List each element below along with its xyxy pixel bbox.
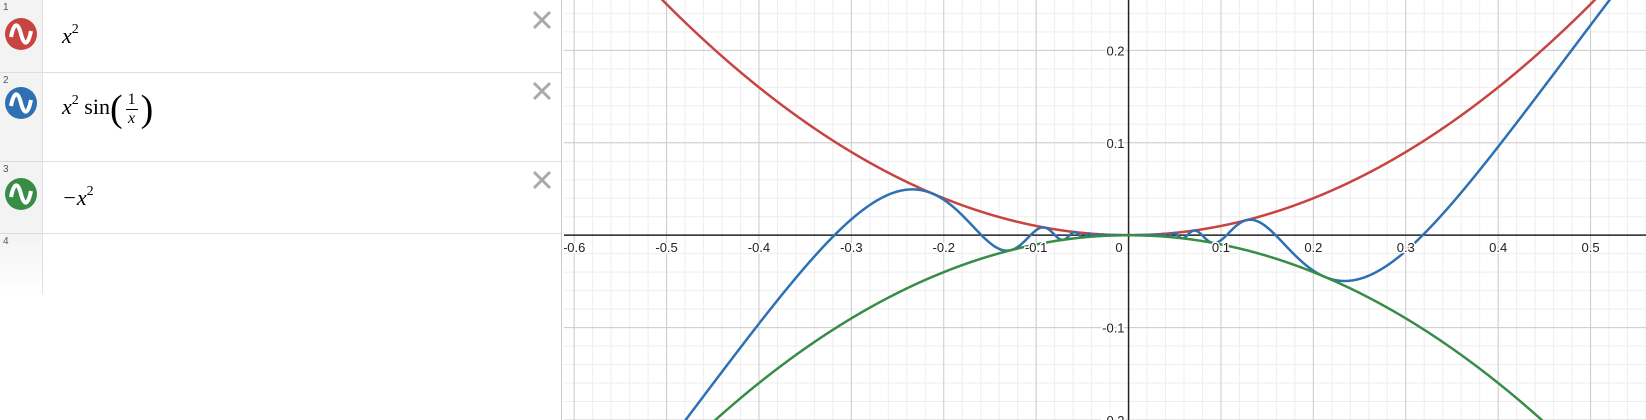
color-icon[interactable] <box>5 87 37 119</box>
gutter: 1 <box>0 0 43 72</box>
x-tick-label: -0.3 <box>840 240 862 255</box>
gutter: 2 <box>0 73 43 161</box>
denominator: x <box>128 109 136 127</box>
base: x <box>62 23 72 48</box>
color-icon[interactable] <box>5 178 37 210</box>
expression[interactable]: −x2 <box>62 184 94 211</box>
x-tick-label: 0.2 <box>1304 240 1322 255</box>
base: −x <box>62 185 87 210</box>
row-number: 1 <box>3 2 9 13</box>
x-tick-label: 0.5 <box>1582 240 1600 255</box>
y-tick-label: -0.2 <box>1102 413 1124 420</box>
x-tick-label: 0.4 <box>1489 240 1507 255</box>
gutter: 3 <box>0 162 43 233</box>
x-tick-label: 0 <box>1115 240 1122 255</box>
x-tick-label: 0.1 <box>1212 240 1230 255</box>
x-tick-label: -0.5 <box>655 240 677 255</box>
delete-button[interactable] <box>532 170 552 190</box>
row-number: 2 <box>3 75 9 86</box>
y-tick-label: 0.2 <box>1106 43 1124 58</box>
expression-list: 1 x2 2 x2 sin(1 x) 3 −x2 4 <box>0 0 562 420</box>
expression-row[interactable]: 1 x2 <box>0 0 561 73</box>
expression[interactable]: x2 sin(1 x) <box>62 87 153 131</box>
function-name: sin <box>84 94 110 120</box>
expression-row[interactable]: 4 <box>0 234 561 294</box>
exponent: 2 <box>71 22 79 37</box>
x-tick-label: -0.4 <box>748 240 770 255</box>
paren: ( <box>109 88 123 130</box>
expression[interactable]: x2 <box>62 22 79 49</box>
delete-button[interactable] <box>532 81 552 101</box>
paren: ) <box>140 88 154 130</box>
expression-row[interactable]: 2 x2 sin(1 x) <box>0 73 561 162</box>
curve <box>713 233 1544 420</box>
x-tick-label: -0.6 <box>564 240 585 255</box>
exponent: 2 <box>71 93 79 109</box>
delete-button[interactable] <box>532 10 552 30</box>
exponent: 2 <box>86 184 94 199</box>
y-tick-label: 0.1 <box>1106 136 1124 151</box>
graph[interactable]: -0.6 -0.5 -0.4 -0.3 -0.2 -0.1 0 0.1 0.2 0.3 0.4 0.5… <box>564 0 1646 420</box>
curve <box>660 0 1597 237</box>
x-tick-label: 0.3 <box>1397 240 1415 255</box>
numerator: 1 <box>125 90 138 110</box>
expression-row[interactable]: 3 −x2 <box>0 162 561 234</box>
color-icon[interactable] <box>5 18 37 50</box>
y-tick-label: -0.1 <box>1102 321 1124 336</box>
row-number: 3 <box>3 164 9 175</box>
x-tick-label: -0.2 <box>933 240 955 255</box>
gutter: 4 <box>0 234 43 294</box>
curve <box>684 0 1612 420</box>
base: x <box>62 94 72 120</box>
row-number: 4 <box>3 236 9 247</box>
x-tick-label: -0.1 <box>1025 240 1047 255</box>
